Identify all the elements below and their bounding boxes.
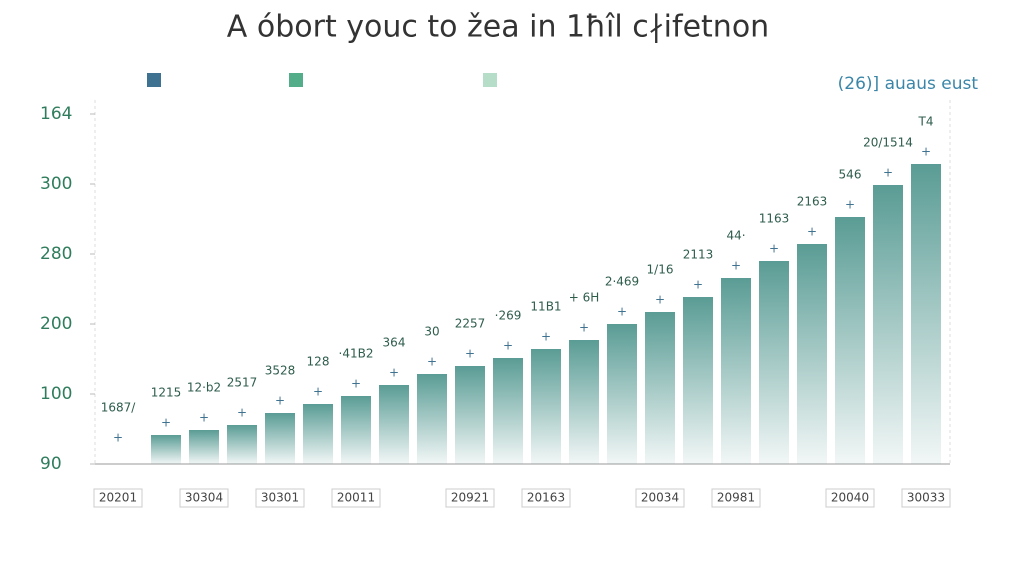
marker: + <box>883 166 893 180</box>
marker: + <box>655 293 665 307</box>
bar <box>379 385 409 464</box>
bar <box>341 396 371 464</box>
marker: + <box>113 431 123 445</box>
x-tick-label: 30301 <box>261 491 299 505</box>
legend-swatch <box>147 73 161 87</box>
x-tick-label: 20921 <box>451 491 489 505</box>
bar-note: 1215 <box>151 386 182 400</box>
x-tick-label: 20034 <box>641 491 679 505</box>
x-tick-label: 20040 <box>831 491 869 505</box>
bar <box>493 358 523 464</box>
bar-note: 1/16 <box>647 263 674 277</box>
marker: + <box>541 330 551 344</box>
bar-note: 30 <box>424 325 439 339</box>
bar-note: T4 <box>918 115 934 129</box>
bar <box>721 278 751 464</box>
bar-note: 1163 <box>759 212 790 226</box>
marker: + <box>921 145 931 159</box>
marker: + <box>807 225 817 239</box>
marker: + <box>199 411 209 425</box>
marker: + <box>617 305 627 319</box>
bar-note: 364 <box>383 336 406 350</box>
x-tick-box <box>521 488 571 508</box>
bar-note: 12·b2 <box>187 381 221 395</box>
marker: + <box>503 339 513 353</box>
x-tick-label: 20011 <box>337 491 375 505</box>
bar <box>835 217 865 464</box>
x-tick-label: 20163 <box>527 491 565 505</box>
x-tick-box <box>635 488 685 508</box>
bar <box>759 261 789 464</box>
marker: + <box>845 198 855 212</box>
bar <box>645 312 675 464</box>
bar-note: 44· <box>726 229 745 243</box>
bar <box>873 185 903 464</box>
bar-note: 128 <box>307 355 330 369</box>
x-tick-label: 20201 <box>99 491 137 505</box>
legend-swatch <box>483 73 497 87</box>
x-tick-label: 30033 <box>907 491 945 505</box>
bar-note: ·269 <box>495 309 522 323</box>
bar <box>797 244 827 464</box>
y-tick-label: 280 <box>40 244 72 264</box>
bar <box>531 349 561 464</box>
bar-note: 1687/ <box>101 401 137 415</box>
x-tick-box <box>179 488 229 508</box>
x-tick-box <box>93 488 143 508</box>
marker: + <box>275 394 285 408</box>
y-tick-label: 300 <box>40 174 72 194</box>
chart-title: A óbort youc to žea in 1ħîl c∤ifetnon <box>227 10 769 45</box>
bar-note: 3528 <box>265 364 296 378</box>
marker: + <box>313 385 323 399</box>
bar <box>911 164 941 464</box>
bar <box>607 324 637 464</box>
x-tick-box <box>331 488 381 508</box>
y-tick-label: 164 <box>40 104 72 124</box>
bar <box>265 413 295 464</box>
marker: + <box>351 377 361 391</box>
bar <box>683 297 713 464</box>
bar-note: 546 <box>839 168 862 182</box>
bar-note: 2257 <box>455 317 486 331</box>
bar-note: 2163 <box>797 195 828 209</box>
marker: + <box>237 406 247 420</box>
y-tick-label: 200 <box>40 314 72 334</box>
bar <box>227 425 257 464</box>
marker: + <box>693 278 703 292</box>
bar-note: 2·469 <box>605 275 639 289</box>
x-tick-box <box>711 488 761 508</box>
bar <box>189 430 219 464</box>
y-tick-label: 90 <box>40 454 62 474</box>
marker: + <box>427 355 437 369</box>
marker: + <box>161 416 171 430</box>
legend-swatch <box>289 73 303 87</box>
bar-note: 2517 <box>227 376 258 390</box>
marker: + <box>465 347 475 361</box>
bar <box>569 340 599 464</box>
bar-note: + 6H <box>569 291 600 305</box>
bar-note: 11B1 <box>530 300 561 314</box>
subtitle: (26)] auaus eust <box>838 74 979 94</box>
y-tick-label: 100 <box>40 384 72 404</box>
marker: + <box>731 259 741 273</box>
bar <box>303 404 333 464</box>
x-tick-box <box>255 488 305 508</box>
marker: + <box>389 366 399 380</box>
x-tick-box <box>901 488 951 508</box>
bar <box>151 435 181 464</box>
x-tick-label: 20981 <box>717 491 755 505</box>
bar-note: 20/1514 <box>863 136 913 150</box>
x-tick-box <box>825 488 875 508</box>
x-tick-box <box>445 488 495 508</box>
bar-note: 2113 <box>683 248 714 262</box>
bar-note: ·41B2 <box>339 347 374 361</box>
bar <box>455 366 485 464</box>
marker: + <box>579 321 589 335</box>
marker: + <box>769 242 779 256</box>
x-tick-label: 30304 <box>185 491 223 505</box>
bar <box>417 374 447 464</box>
